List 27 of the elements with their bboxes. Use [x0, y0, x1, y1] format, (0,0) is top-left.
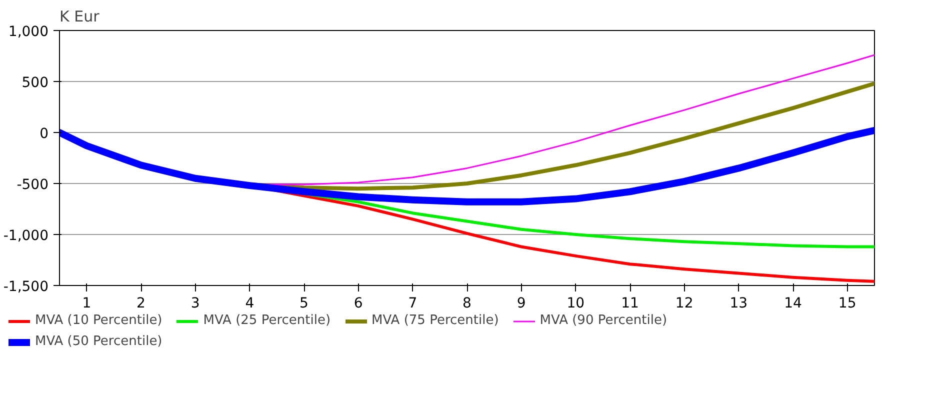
y-tick-label: 1,000 [8, 24, 49, 40]
y-tick-label: 0 [40, 126, 49, 142]
y-tick-label: 500 [22, 75, 49, 91]
legend-label: MVA (90 Percentile) [540, 313, 668, 328]
x-tick-label: 4 [245, 296, 254, 312]
x-tick-label: 11 [621, 296, 639, 312]
y-tick-label: -1,000 [3, 228, 49, 244]
x-tick-label: 9 [516, 296, 526, 312]
x-tick-label: 13 [730, 296, 748, 312]
x-tick-label: 3 [190, 296, 200, 312]
x-tick-label: 1 [82, 296, 92, 312]
x-tick-label: 14 [784, 296, 802, 312]
x-tick-label: 6 [354, 296, 363, 312]
legend-label: MVA (50 Percentile) [35, 334, 162, 349]
x-tick-label: 10 [566, 296, 585, 312]
x-tick-label: 8 [462, 296, 472, 312]
x-tick-label: 5 [300, 296, 308, 312]
y-tick-label: -1,500 [3, 279, 49, 295]
y-axis-title: K Eur [60, 8, 100, 26]
y-tick-label: -500 [16, 177, 49, 193]
legend-label: MVA (25 Percentile) [203, 313, 331, 328]
x-tick-label: 2 [136, 296, 146, 312]
legend-label: MVA (10 Percentile) [35, 313, 162, 328]
x-tick-label: 7 [408, 296, 418, 312]
x-tick-label: 15 [838, 296, 856, 312]
legend-label: MVA (75 Percentile) [372, 313, 499, 328]
x-tick-label: 12 [675, 296, 694, 312]
